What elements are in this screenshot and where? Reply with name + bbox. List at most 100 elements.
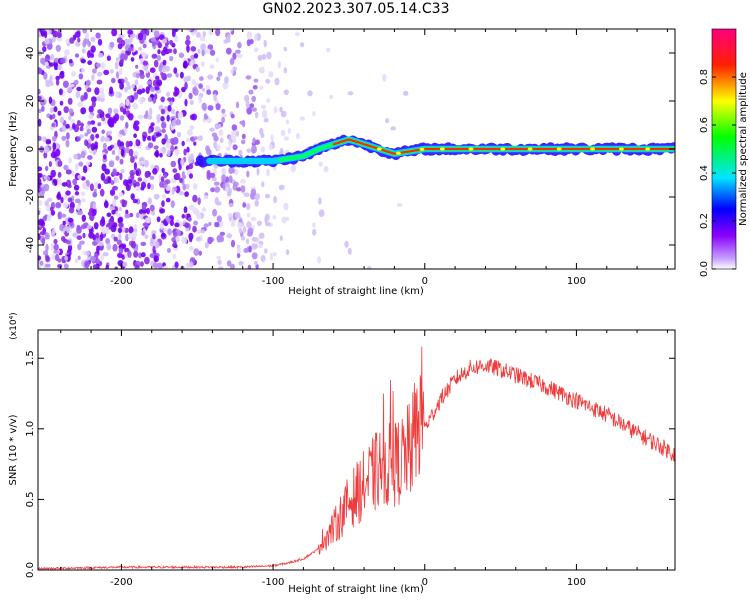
noise-cell (135, 72, 140, 79)
noise-cell (73, 153, 79, 160)
noise-cell (134, 79, 138, 86)
noise-cell (285, 249, 290, 256)
noise-cell (159, 222, 164, 230)
noise-cell (75, 41, 81, 47)
noise-cell (114, 91, 119, 98)
noise-cell (265, 78, 271, 84)
noise-cell (80, 95, 85, 102)
noise-cell (147, 182, 151, 190)
noise-cell (246, 107, 253, 115)
noise-cell (81, 67, 85, 73)
noise-cell (88, 114, 94, 120)
noise-cell (95, 62, 101, 68)
noise-cell (181, 140, 185, 147)
noise-cell (43, 183, 50, 192)
noise-cell (161, 200, 165, 208)
noise-cell (40, 99, 46, 106)
y-tick-label: 1.5 (25, 350, 36, 366)
noise-cell (85, 79, 91, 87)
noise-cell (81, 48, 86, 54)
noise-cell (116, 37, 123, 44)
noise-cell (290, 164, 297, 173)
noise-cell (172, 168, 178, 174)
noise-cell (111, 29, 118, 37)
noise-cell (158, 34, 165, 41)
noise-cell (127, 47, 134, 52)
noise-cell (57, 160, 63, 167)
noise-cell (241, 235, 246, 241)
noise-cell (184, 82, 188, 90)
noise-cell (203, 223, 209, 228)
noise-cell (268, 71, 274, 78)
noise-cell (77, 101, 84, 108)
noise-cell (78, 73, 84, 80)
noise-cell (166, 248, 172, 253)
noise-cell (178, 52, 185, 59)
noise-cell (133, 151, 139, 156)
noise-cell (170, 145, 175, 153)
noise-cell (251, 252, 258, 260)
noise-cell (45, 255, 50, 262)
noise-cell (403, 90, 409, 96)
noise-cell (230, 57, 235, 62)
x-tick-label: -200 (110, 577, 133, 588)
noise-cell (147, 135, 152, 141)
noise-cell (137, 32, 144, 41)
colorbar-ticks: 0.0 0.2 0.4 0.6 0.8 (699, 69, 736, 277)
noise-cell (97, 109, 103, 115)
noise-cell (98, 241, 104, 247)
noise-cell (229, 29, 234, 32)
noise-cell (125, 140, 130, 148)
noise-cell (126, 81, 130, 87)
ridge-peak (618, 147, 624, 151)
noise-cell (142, 135, 146, 142)
ridge-peak (376, 147, 382, 151)
noise-cell (283, 46, 287, 52)
noise-cell (199, 76, 204, 81)
noise-cell (153, 145, 159, 150)
noise-cell (318, 161, 323, 167)
colorbar-tick-label: 0.4 (699, 165, 710, 181)
noise-cell (67, 217, 74, 223)
noise-cell (188, 204, 194, 210)
noise-cell (239, 120, 246, 125)
noise-cell (195, 236, 201, 242)
y-tick-label: 0.0 (25, 562, 36, 578)
noise-cell (73, 184, 80, 191)
noise-cell (254, 33, 258, 41)
noise-cell (48, 161, 53, 167)
noise-cell (167, 228, 172, 236)
noise-cell (157, 42, 163, 49)
noise-cell (139, 261, 144, 267)
noise-cell (170, 200, 175, 208)
noise-cell (241, 139, 246, 145)
noise-cell (102, 142, 107, 150)
noise-cell (54, 253, 60, 262)
noise-cell (197, 197, 201, 206)
noise-cell (185, 35, 191, 41)
noise-cell (215, 57, 219, 63)
noise-cell (117, 43, 123, 50)
noise-cell (147, 96, 152, 103)
noise-cell (51, 230, 55, 238)
noise-cell (191, 113, 198, 121)
noise-cell (247, 227, 254, 235)
noise-cell (219, 137, 224, 144)
noise-cell (71, 70, 77, 77)
noise-cell (93, 188, 97, 193)
noise-cell (235, 101, 240, 109)
noise-cell (230, 263, 235, 269)
noise-cell (347, 247, 352, 255)
noise-cell (299, 116, 305, 121)
noise-cell (113, 236, 118, 242)
noise-cell (153, 59, 159, 68)
noise-cell (53, 249, 59, 254)
noise-cell (317, 256, 322, 264)
noise-cell (68, 157, 72, 164)
noise-cell (130, 57, 135, 62)
noise-cell (127, 85, 132, 90)
noise-cell (87, 40, 92, 47)
noise-cell (91, 96, 97, 103)
noise-cell (385, 118, 390, 124)
noise-cell (118, 247, 124, 254)
